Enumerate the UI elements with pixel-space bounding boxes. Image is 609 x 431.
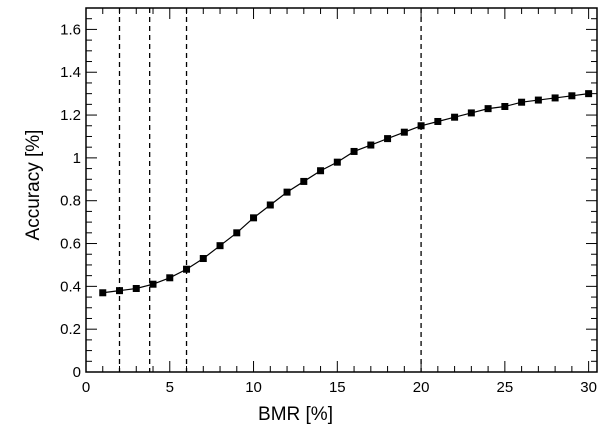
y-tick-label: 0.2 (60, 321, 81, 338)
data-point (233, 229, 241, 237)
data-point (484, 105, 492, 113)
y-tick-label: 0.8 (60, 193, 81, 210)
data-point (350, 147, 358, 155)
data-point (116, 287, 124, 295)
y-tick-label: 0.6 (60, 236, 81, 253)
data-point (551, 94, 559, 102)
x-tick-label: 15 (329, 379, 346, 396)
data-point (149, 280, 157, 288)
x-axis-title: BMR [%] (258, 404, 333, 425)
x-tick-label: 0 (82, 379, 90, 396)
data-point (250, 214, 258, 222)
x-tick-label: 5 (166, 379, 174, 396)
series-accuracy (99, 90, 593, 297)
data-point (568, 92, 576, 100)
x-tick-label: 30 (580, 379, 597, 396)
data-point (451, 113, 459, 121)
y-tick-label: 1 (73, 150, 81, 167)
x-tick-label: 25 (497, 379, 514, 396)
data-point (199, 255, 207, 263)
data-point (183, 265, 191, 273)
y-tick-labels: 0 0.2 0.4 0.6 0.8 1 1.2 1.4 1.6 (60, 21, 81, 381)
data-point (518, 98, 526, 106)
data-point (534, 96, 542, 104)
data-point (166, 274, 174, 282)
data-point (300, 177, 308, 185)
data-point (317, 167, 325, 175)
data-point (585, 90, 593, 98)
x-tick-label: 10 (245, 379, 262, 396)
data-point (467, 109, 475, 117)
data-point (333, 158, 341, 166)
data-point (367, 141, 375, 149)
data-point (417, 122, 425, 130)
y-axis-title: Accuracy [%] (23, 130, 44, 241)
data-point (400, 128, 408, 136)
series-line (102, 93, 589, 294)
data-point (216, 242, 224, 250)
x-tick-label: 20 (413, 379, 430, 396)
axis-ticks (85, 7, 597, 373)
y-tick-label: 1.6 (60, 21, 81, 38)
data-point (132, 284, 140, 292)
data-point (384, 135, 392, 143)
data-point (99, 289, 107, 297)
plot-frame (85, 7, 598, 373)
y-tick-label: 1.2 (60, 107, 81, 124)
data-point (283, 188, 291, 196)
y-tick-label: 0 (73, 364, 81, 381)
data-point (434, 117, 442, 125)
vertical-dashed-lines (118, 8, 422, 372)
data-point (501, 102, 509, 110)
y-tick-label: 0.4 (60, 278, 81, 295)
x-tick-labels: 0 5 10 15 20 25 30 (82, 379, 597, 396)
data-point (266, 201, 274, 209)
y-tick-label: 1.4 (60, 64, 81, 81)
